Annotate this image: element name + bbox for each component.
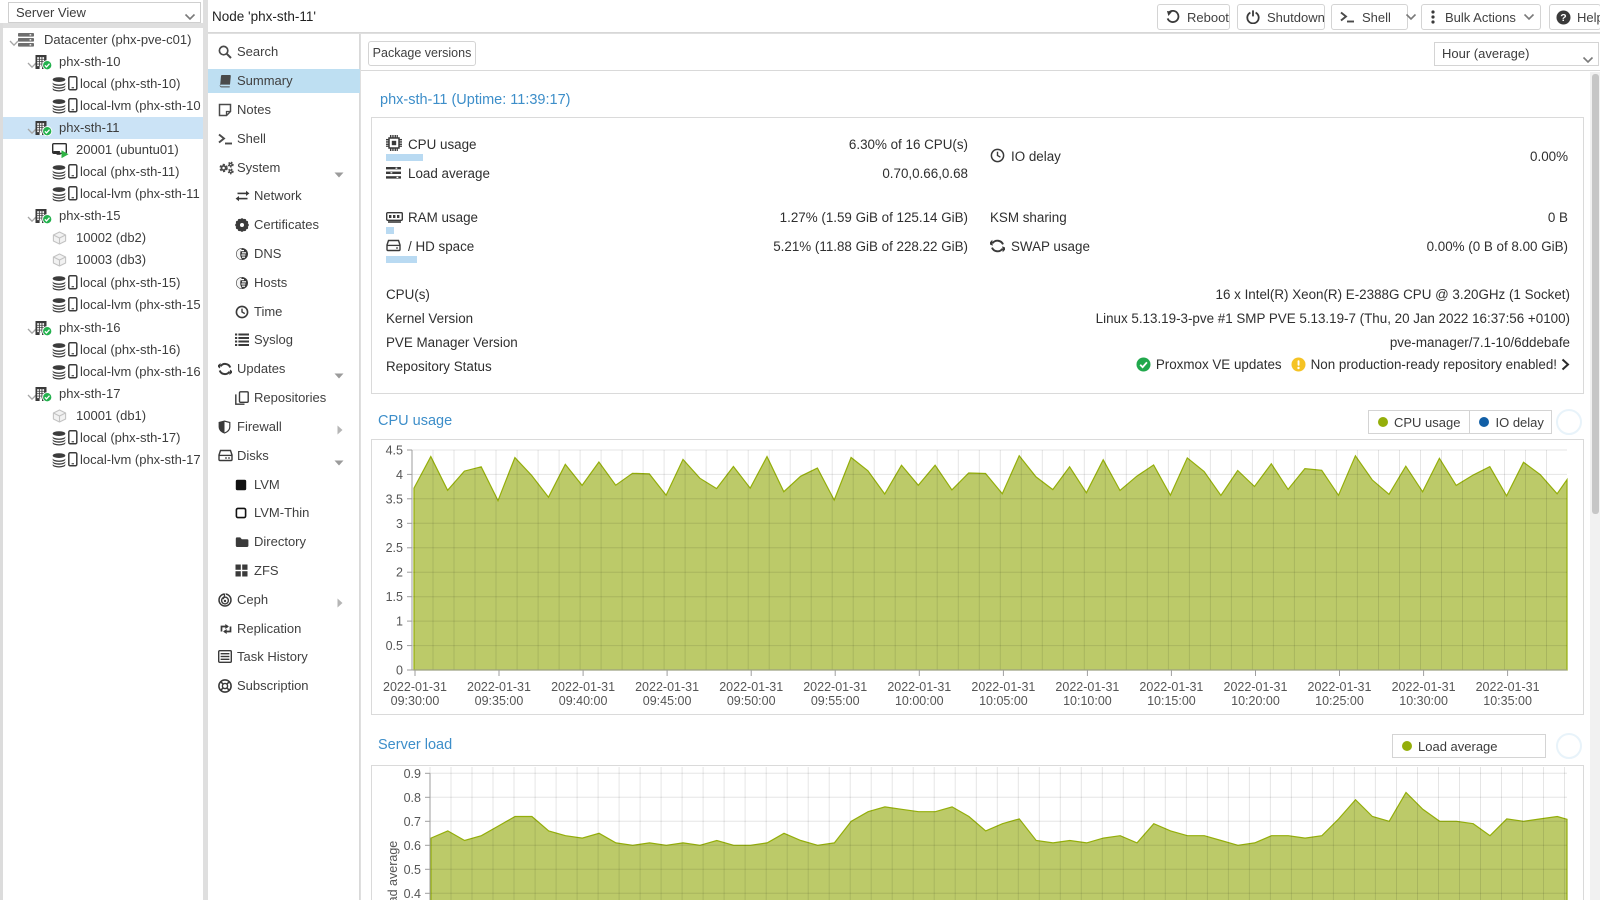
svg-text:2022-01-31: 2022-01-31 xyxy=(1392,680,1456,694)
svg-text:3: 3 xyxy=(396,517,403,531)
svg-text:0.5: 0.5 xyxy=(404,863,421,877)
svg-text:09:35:00: 09:35:00 xyxy=(475,694,524,708)
svg-text:1.5: 1.5 xyxy=(386,590,403,604)
svg-text:0.7: 0.7 xyxy=(404,815,421,829)
svg-text:4: 4 xyxy=(396,468,403,482)
svg-text:2022-01-31: 2022-01-31 xyxy=(551,680,615,694)
svg-text:10:00:00: 10:00:00 xyxy=(895,694,944,708)
svg-text:10:35:00: 10:35:00 xyxy=(1483,694,1532,708)
svg-text:10:10:00: 10:10:00 xyxy=(1063,694,1112,708)
svg-text:2022-01-31: 2022-01-31 xyxy=(1055,680,1119,694)
svg-text:2.5: 2.5 xyxy=(386,541,403,555)
svg-text:2022-01-31: 2022-01-31 xyxy=(887,680,951,694)
svg-text:2: 2 xyxy=(396,566,403,580)
svg-text:?: ? xyxy=(1560,12,1566,24)
svg-text:10:15:00: 10:15:00 xyxy=(1147,694,1196,708)
svg-text:0.9: 0.9 xyxy=(404,767,421,781)
svg-text:09:30:00: 09:30:00 xyxy=(391,694,440,708)
svg-text:09:55:00: 09:55:00 xyxy=(811,694,860,708)
svg-text:09:40:00: 09:40:00 xyxy=(559,694,608,708)
svg-text:09:45:00: 09:45:00 xyxy=(643,694,692,708)
svg-text:2022-01-31: 2022-01-31 xyxy=(1476,680,1540,694)
svg-text:2022-01-31: 2022-01-31 xyxy=(383,680,447,694)
svg-text:3.5: 3.5 xyxy=(386,492,403,506)
svg-text:2022-01-31: 2022-01-31 xyxy=(1224,680,1288,694)
svg-text:2022-01-31: 2022-01-31 xyxy=(1308,680,1372,694)
svg-text:0: 0 xyxy=(396,664,403,678)
svg-text:2022-01-31: 2022-01-31 xyxy=(467,680,531,694)
svg-text:2022-01-31: 2022-01-31 xyxy=(1139,680,1203,694)
svg-text:09:50:00: 09:50:00 xyxy=(727,694,776,708)
svg-text:10:20:00: 10:20:00 xyxy=(1231,694,1280,708)
svg-text:10:25:00: 10:25:00 xyxy=(1315,694,1364,708)
svg-text:0.8: 0.8 xyxy=(404,791,421,805)
svg-text:2022-01-31: 2022-01-31 xyxy=(971,680,1035,694)
svg-text:2022-01-31: 2022-01-31 xyxy=(635,680,699,694)
svg-text:10:05:00: 10:05:00 xyxy=(979,694,1028,708)
svg-text:Load average: Load average xyxy=(386,841,400,900)
svg-text:10:30:00: 10:30:00 xyxy=(1399,694,1448,708)
svg-text:0.6: 0.6 xyxy=(404,839,421,853)
svg-text:2022-01-31: 2022-01-31 xyxy=(803,680,867,694)
svg-text:1: 1 xyxy=(396,615,403,629)
svg-text:0.5: 0.5 xyxy=(386,639,403,653)
svg-text:2022-01-31: 2022-01-31 xyxy=(719,680,783,694)
svg-text:0.4: 0.4 xyxy=(404,887,421,900)
svg-text:4.5: 4.5 xyxy=(386,444,403,458)
